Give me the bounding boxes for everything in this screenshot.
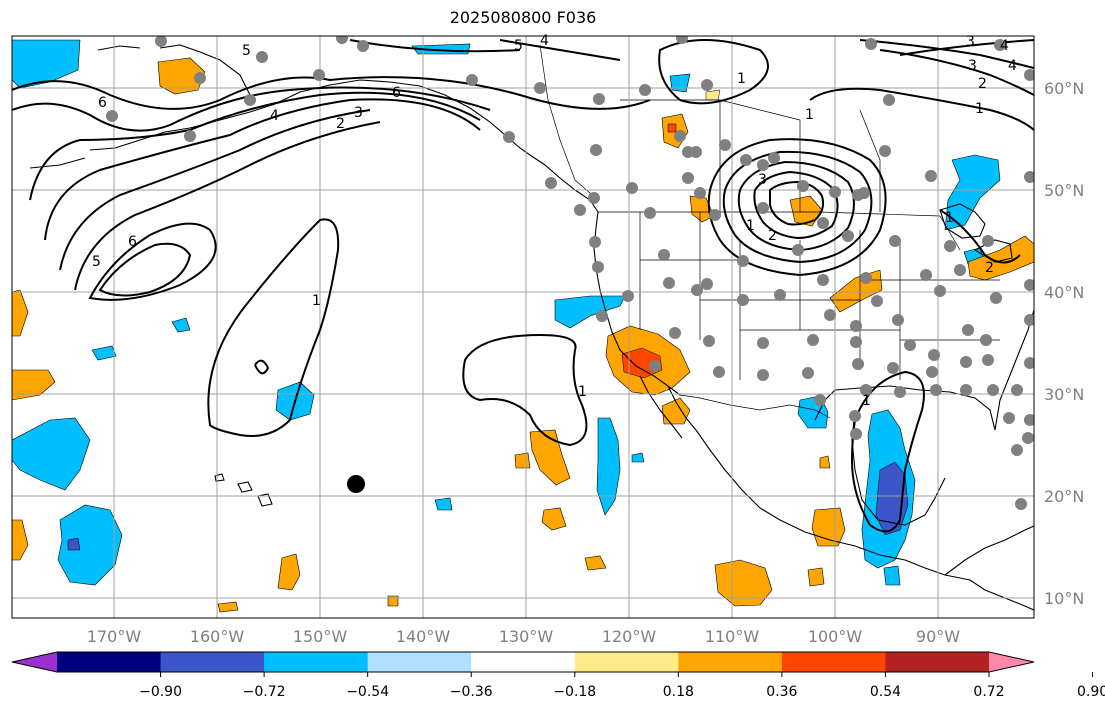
contour-label: 3: [354, 105, 363, 121]
lon-label: 150°W: [293, 627, 348, 646]
positive-anomaly-areas: [12, 57, 1034, 613]
contour-label: 1: [737, 71, 746, 87]
colorbar-tick-label: 0.18: [663, 684, 694, 700]
colorbar-segment: [160, 652, 265, 672]
lat-label: 50°N: [1044, 181, 1084, 200]
lon-label: 170°W: [87, 627, 142, 646]
colorbar-tick-label: −0.54: [346, 684, 389, 700]
contour-label: 1: [578, 384, 587, 400]
colorbar-tick-label: −0.90: [139, 684, 182, 700]
colorbar-segment: [781, 652, 886, 672]
contour-label: 2: [985, 260, 994, 276]
lon-label: 110°W: [705, 627, 760, 646]
station-markers: [106, 36, 1034, 510]
colorbar-tick-label: 0.72: [973, 684, 1004, 700]
map-title: 2025080800 F036: [449, 8, 597, 27]
lon-label: 90°W: [916, 627, 960, 646]
hawaii-marker: [347, 475, 365, 493]
lon-label: 160°W: [190, 627, 245, 646]
colorbar-segment: [678, 652, 783, 672]
colorbar-tick-label: −0.36: [450, 684, 493, 700]
weak-positive-areas: [705, 89, 721, 101]
contour-label: 1: [312, 293, 321, 309]
lat-label: 60°N: [1044, 79, 1084, 98]
colorbar-tick-label: −0.72: [243, 684, 286, 700]
contour-lines: [12, 39, 1034, 533]
contour-label: 6: [98, 95, 107, 111]
colorbar-segment: [367, 652, 472, 672]
colorbar-outline: [11, 651, 1035, 673]
lat-label: 10°N: [1044, 589, 1084, 608]
contour-label: 6: [128, 234, 137, 250]
longitude-labels: 170°W 160°W 150°W 140°W 130°W 120°W 110°…: [87, 627, 960, 646]
contour-label: 2: [978, 76, 987, 92]
contour-label: 5: [92, 254, 101, 270]
contour-label: 5: [514, 38, 523, 54]
contour-label: 3: [758, 172, 767, 188]
contour-label: 1: [862, 393, 871, 409]
colorbar-tick-label: 0.54: [870, 684, 901, 700]
colorbar-extend-low: [12, 652, 57, 672]
contour-label: 6: [392, 85, 401, 101]
contour-label: 1: [805, 107, 814, 123]
colorbar-segment: [574, 652, 679, 672]
lon-label: 120°W: [602, 627, 657, 646]
contour-label: 4: [270, 108, 279, 124]
colorbar-segment: [264, 652, 369, 672]
contour-label: 2: [336, 116, 345, 132]
lon-label: 130°W: [499, 627, 554, 646]
colorbar-tick-label: 0.36: [766, 684, 797, 700]
lon-label: 140°W: [396, 627, 451, 646]
contour-label: 2: [768, 228, 777, 244]
contour-label: 4: [1000, 38, 1009, 54]
contour-label: 1: [746, 218, 755, 234]
colorbar-extend-high: [989, 652, 1034, 672]
contour-label: 3: [966, 34, 975, 50]
colorbar-segment: [471, 652, 576, 672]
lat-label: 30°N: [1044, 385, 1084, 404]
grid-lines: [12, 36, 1034, 618]
lat-label: 40°N: [1044, 283, 1084, 302]
contour-label: 4: [1008, 58, 1017, 74]
map-frame: [11, 35, 1035, 619]
colorbar-tick-label: −0.18: [553, 684, 596, 700]
colorbar-segment: [885, 652, 990, 672]
colorbar-tick-label: 0.90: [1077, 684, 1105, 700]
contour-label: 1: [945, 210, 954, 226]
contour-label: 4: [540, 33, 549, 49]
contour-labels: 5 6 4 2 3 6 5 4 6 5 1 1 1 3 1 2 1 3 4 3 …: [92, 33, 1017, 409]
colorbar-segment: [57, 652, 162, 672]
contour-label: 1: [975, 101, 984, 117]
lon-label: 100°W: [808, 627, 863, 646]
colorbar: −0.90 −0.72 −0.54 −0.36 −0.18 0.18 0.36 0.54 0.7…: [11, 651, 1105, 700]
latitude-labels: 60°N 50°N 40°N 30°N 20°N 10°N: [1044, 79, 1084, 608]
lat-label: 20°N: [1044, 487, 1084, 506]
contour-label: 3: [968, 58, 977, 74]
contour-label: 5: [242, 43, 251, 59]
